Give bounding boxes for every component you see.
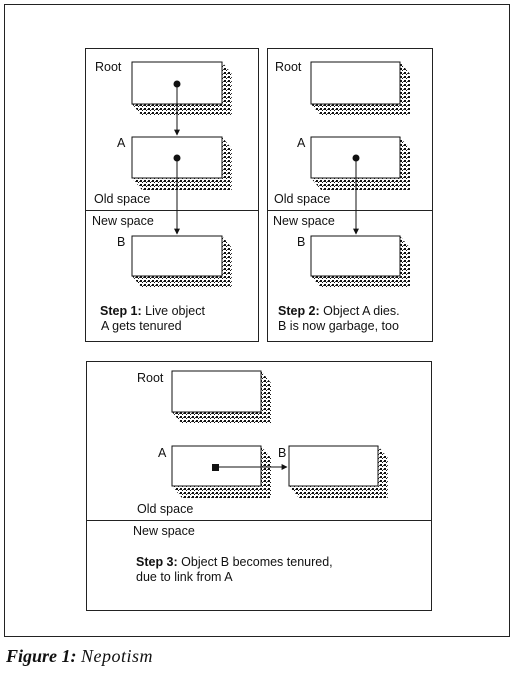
panel-1-b-label: B [117,235,126,249]
panel-2-b-label: B [297,235,306,249]
panel-3-root-label: Root [137,371,164,385]
panel-1-step-text-line2: A gets tenured [101,319,182,333]
panel-3-step-text-line1: Object B becomes tenured, [181,555,333,569]
figure-number: Figure 1: [6,646,77,666]
panel-2-root-label: Root [275,60,302,74]
panel-3-a-label: A [158,446,167,460]
panel-2-new-space-label: New space [273,214,335,228]
panel-3-old-space-label: Old space [137,502,194,516]
panel-3-caption: Step 3: Object B becomes tenured, due to… [136,555,333,585]
panel-1-object-b [131,235,232,288]
panel-3-new-space-label: New space [133,524,195,538]
panel-2-step-text-line2: B is now garbage, too [278,319,399,333]
figure-caption: Figure 1: Nepotism [6,646,153,667]
panel-1-step-label: Step 1: [100,304,142,318]
figure-title: Nepotism [81,646,154,666]
panel-3-step-text-line2: due to link from A [136,570,233,584]
panel-2-root-object [310,61,410,116]
panel-2-object-a [310,136,410,190]
panel-3-step-label: Step 3: [136,555,178,569]
panel-3-root-object [171,370,271,424]
panel-3-object-b [288,445,388,498]
panel-1-space-divider [85,210,259,211]
panel-3-object-a [171,445,271,498]
panel-2-caption: Step 2: Object A dies. B is now garbage,… [278,304,400,334]
panel-2-step-label: Step 2: [278,304,320,318]
panel-1-root-label: Root [95,60,122,74]
panel-1-a-label: A [117,136,126,150]
panel-1-root-object [131,61,232,116]
panel-1-step-text-line1: Live object [145,304,205,318]
panel-2-object-b [310,235,410,288]
panel-3-a-pointer-dot [212,464,219,471]
panel-2-old-space-label: Old space [274,192,331,206]
panel-1-new-space-label: New space [92,214,154,228]
panel-1-object-a [131,136,232,190]
panel-3-b-label: B [278,446,287,460]
panel-3-space-divider [86,520,432,521]
panel-1-old-space-label: Old space [94,192,151,206]
figure-frame [4,4,510,637]
panel-2-space-divider [267,210,433,211]
panel-2-step-text-line1: Object A dies. [323,304,400,318]
panel-1-caption: Step 1: Live object A gets tenured [100,304,205,334]
panel-2-a-label: A [297,136,306,150]
